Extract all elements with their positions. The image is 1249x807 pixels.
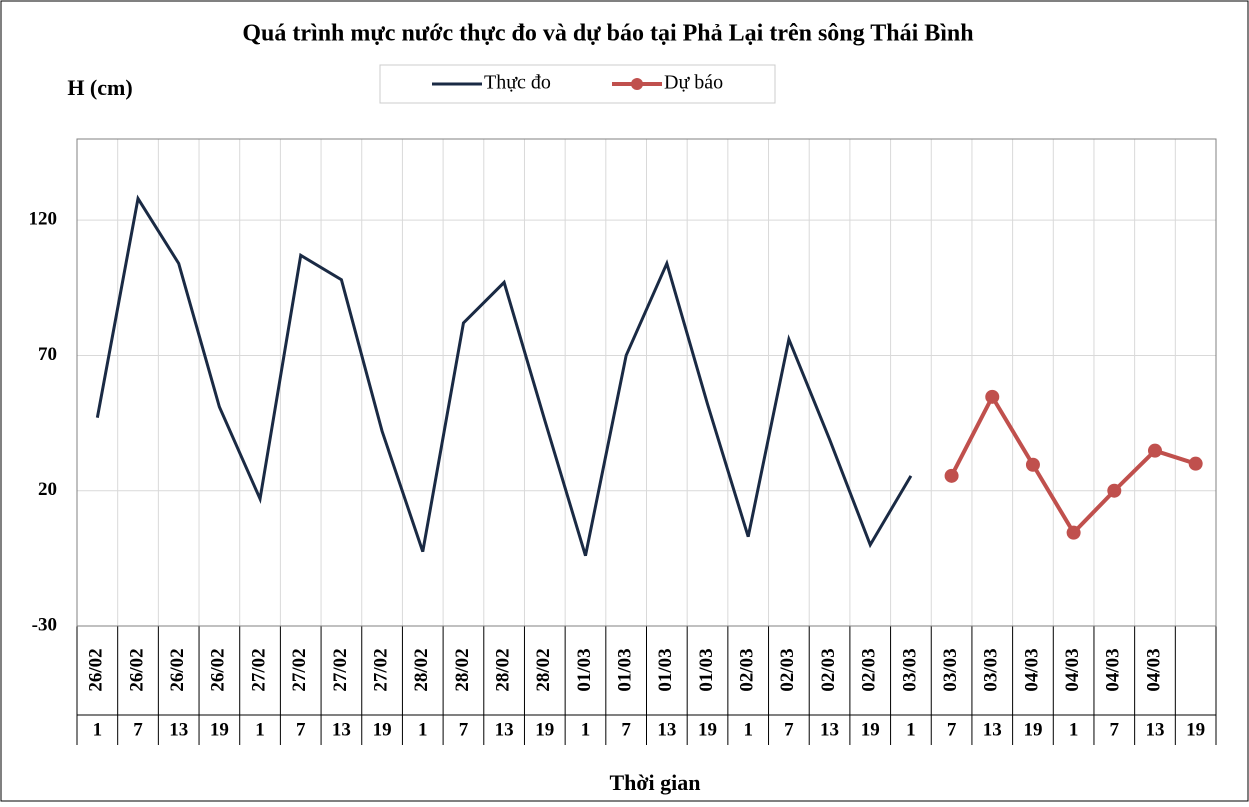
x-tick-label: 01/03 — [615, 648, 636, 691]
x-tick-label: 26/02 — [208, 648, 229, 691]
x-tick-label: 7 — [459, 719, 469, 740]
point — [1147, 443, 1162, 458]
x-tick-label: 13 — [169, 719, 188, 740]
x-tick-label: 13 — [332, 719, 351, 740]
legend-marker — [631, 78, 643, 90]
x-tick-label: 02/03 — [737, 648, 758, 691]
x-tick-label: 13 — [1145, 719, 1164, 740]
x-tick-label: 02/03 — [818, 648, 839, 691]
x-tick-label: 1 — [418, 719, 428, 740]
x-tick-label: 27/02 — [289, 648, 310, 691]
x-tick-label: 1 — [743, 719, 753, 740]
point — [1107, 483, 1122, 498]
x-axis-label: Thời gian — [609, 770, 700, 795]
x-tick-label: 19 — [698, 719, 717, 740]
x-tick-label: 04/03 — [1143, 648, 1164, 691]
x-tick-label: 7 — [296, 719, 306, 740]
x-tick-label: 01/03 — [696, 648, 717, 691]
x-tick-label: 1 — [1069, 719, 1079, 740]
x-tick-label: 26/02 — [86, 648, 107, 691]
x-tick-label: 7 — [133, 719, 143, 740]
x-tick-label: 03/03 — [899, 648, 920, 691]
plot-border — [76, 138, 1217, 627]
x-tick-label: 28/02 — [492, 648, 513, 691]
x-tick-label: 01/03 — [655, 648, 676, 691]
point — [985, 389, 1000, 404]
y-tick-label: -30 — [32, 614, 57, 635]
x-tick-label: 19 — [1186, 719, 1205, 740]
x-tick-label: 1 — [906, 719, 916, 740]
x-tick-label: 02/03 — [777, 648, 798, 691]
x-tick-label: 19 — [861, 719, 880, 740]
x-tick-label: 19 — [535, 719, 554, 740]
x-tick-label: 13 — [657, 719, 676, 740]
x-tick-label: 26/02 — [167, 648, 188, 691]
x-tick-label: 27/02 — [330, 648, 351, 691]
y-tick-label: 20 — [38, 479, 57, 500]
x-tick-label: 13 — [983, 719, 1002, 740]
point — [944, 468, 959, 483]
x-tick-label: 19 — [373, 719, 392, 740]
x-tick-label: 28/02 — [411, 648, 432, 691]
x-tick-label: 1 — [255, 719, 265, 740]
x-tick-label: 02/03 — [859, 648, 880, 691]
x-tick-label: 7 — [621, 719, 631, 740]
x-tick-label: 03/03 — [981, 648, 1002, 691]
x-tick-label: 19 — [1023, 719, 1042, 740]
y-tick-label: 70 — [38, 344, 57, 365]
point — [1025, 457, 1040, 472]
y-tick-label: 120 — [29, 209, 58, 230]
y-axis-label: H (cm) — [67, 75, 132, 100]
series-line — [95, 194, 913, 557]
legend-label: Dự báo — [664, 72, 723, 94]
x-tick-label: 13 — [495, 719, 514, 740]
x-tick-label: 7 — [947, 719, 957, 740]
x-tick-label: 7 — [784, 719, 794, 740]
x-tick-label: 27/02 — [248, 648, 269, 691]
chart-title: Quá trình mực nước thực đo và dự báo tại… — [242, 21, 973, 47]
x-tick-label: 01/03 — [574, 648, 595, 691]
x-tick-label: 13 — [820, 719, 839, 740]
point — [1066, 525, 1081, 540]
x-tick-label: 26/02 — [126, 648, 147, 691]
legend-label: Thực đo — [484, 72, 551, 94]
x-tick-label: 04/03 — [1021, 648, 1042, 691]
x-tick-label: 7 — [1110, 719, 1120, 740]
x-tick-label: 28/02 — [452, 648, 473, 691]
x-tick-label: 04/03 — [1103, 648, 1124, 691]
x-tick-label: 27/02 — [370, 648, 391, 691]
x-tick-label: 1 — [93, 719, 103, 740]
x-tick-label: 28/02 — [533, 648, 554, 691]
x-tick-label: 03/03 — [940, 648, 961, 691]
x-tick-label: 1 — [581, 719, 591, 740]
x-tick-label: 04/03 — [1062, 648, 1083, 691]
x-tick-label: 19 — [210, 719, 229, 740]
point — [1188, 456, 1203, 471]
